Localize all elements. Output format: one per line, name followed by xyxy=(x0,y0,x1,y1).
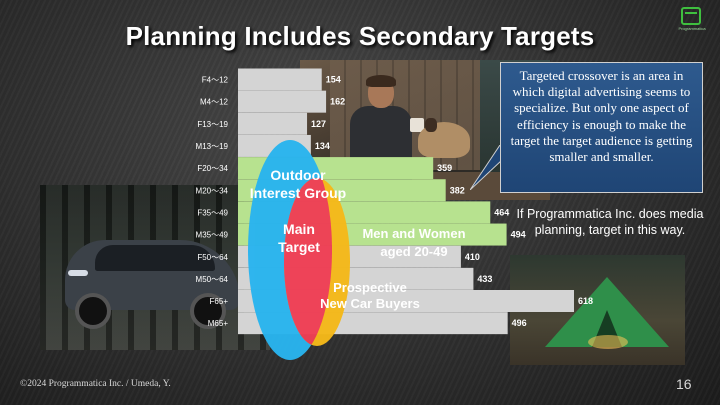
photo-suv xyxy=(40,185,270,350)
category-label: F4～12 xyxy=(202,76,229,85)
person-hair xyxy=(366,75,396,87)
venn-main-label: Main xyxy=(283,221,315,237)
value-label: 127 xyxy=(311,119,326,129)
venn-main-label: Target xyxy=(278,239,320,255)
logo-icon xyxy=(681,7,701,25)
value-label: 494 xyxy=(511,230,526,240)
note-text: If Programmatica Inc. does media plannin… xyxy=(516,207,704,237)
mug-icon xyxy=(410,118,424,132)
category-label: F50～64 xyxy=(197,253,228,262)
bar-0 xyxy=(238,68,322,91)
category-label: F20～34 xyxy=(197,164,228,173)
venn-main-intersection xyxy=(284,178,332,345)
callout-text: Targeted crossover is an area in which d… xyxy=(510,68,693,165)
category-label: M35～49 xyxy=(196,231,229,240)
venn-outdoor-label: Interest Group xyxy=(250,185,346,201)
segment-label: Men and Women xyxy=(362,226,465,241)
venn-outdoor-label: Outdoor xyxy=(270,167,326,183)
bar-2 xyxy=(238,112,308,135)
value-label: 162 xyxy=(330,97,345,107)
category-label: F65+ xyxy=(210,297,229,306)
footer-copyright: ©2024 Programmatica Inc. / Umeda, Y. xyxy=(20,379,171,389)
value-label: 154 xyxy=(326,75,341,85)
logo: Programmatica xyxy=(678,6,706,32)
value-label: 496 xyxy=(512,318,527,328)
venn-car-label: New Car Buyers xyxy=(320,296,420,311)
category-label: M13～19 xyxy=(196,142,229,151)
segment-label: aged 20-49 xyxy=(380,244,447,259)
value-label: 433 xyxy=(477,274,492,284)
category-label: F35～49 xyxy=(197,208,228,217)
callout-box: Targeted crossover is an area in which d… xyxy=(500,62,703,193)
category-label: M4～12 xyxy=(200,98,229,107)
value-label: 382 xyxy=(450,185,465,195)
value-label: 618 xyxy=(578,296,593,306)
category-label: F13～19 xyxy=(197,120,228,129)
value-label: 359 xyxy=(437,163,452,173)
car-window xyxy=(95,245,215,271)
car-wheel-rear xyxy=(190,293,226,329)
category-label: M20～34 xyxy=(196,186,229,195)
dog-ear xyxy=(425,118,437,132)
slide-title: Planning Includes Secondary Targets xyxy=(125,21,595,51)
value-label: 410 xyxy=(465,252,480,262)
car-headlight xyxy=(68,270,88,276)
car-wheel-front xyxy=(75,293,111,329)
value-label: 464 xyxy=(494,207,509,217)
category-label: M50～64 xyxy=(196,275,229,284)
logo-text: Programmatica xyxy=(678,26,706,31)
bar-1 xyxy=(238,90,327,113)
value-label: 134 xyxy=(315,141,330,151)
campfire-glow xyxy=(588,335,628,349)
venn-car-label: Prospective xyxy=(333,280,407,295)
category-label: M65+ xyxy=(208,319,229,328)
page-number: 16 xyxy=(676,376,692,392)
